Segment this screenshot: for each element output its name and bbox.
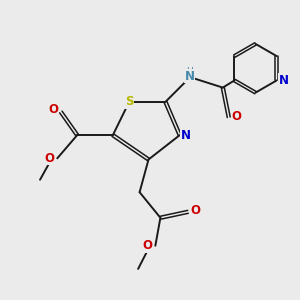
Text: N: N xyxy=(181,129,191,142)
Text: S: S xyxy=(125,95,134,108)
Text: O: O xyxy=(142,239,153,252)
Text: N: N xyxy=(184,70,194,83)
Text: H: H xyxy=(186,67,193,76)
Text: O: O xyxy=(48,103,58,116)
Text: O: O xyxy=(232,110,242,123)
Text: O: O xyxy=(44,152,55,165)
Text: N: N xyxy=(279,74,289,87)
Text: O: O xyxy=(191,204,201,217)
